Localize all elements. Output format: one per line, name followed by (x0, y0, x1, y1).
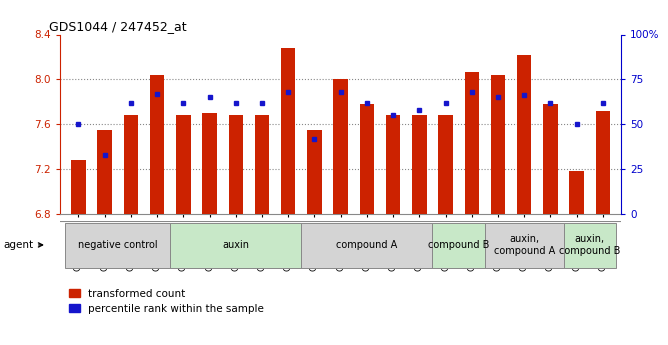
Bar (333, 79, 348, 214)
Bar (202, 113, 217, 214)
Bar (412, 115, 427, 214)
Bar (124, 115, 138, 214)
Legend: transformed count, percentile rank within the sample: transformed count, percentile rank withi… (65, 285, 269, 318)
Bar (71, 160, 86, 214)
Text: auxin: auxin (222, 240, 249, 250)
Bar (569, 171, 584, 214)
FancyBboxPatch shape (65, 223, 170, 268)
Bar (438, 115, 453, 214)
Bar (228, 115, 243, 214)
Text: auxin,
compound B: auxin, compound B (559, 234, 621, 256)
Bar (386, 115, 400, 214)
Text: compound A: compound A (336, 240, 397, 250)
Bar (281, 48, 295, 214)
FancyBboxPatch shape (432, 223, 485, 268)
Text: GDS1044 / 247452_at: GDS1044 / 247452_at (49, 20, 186, 33)
Text: auxin,
compound A: auxin, compound A (494, 234, 555, 256)
FancyBboxPatch shape (564, 223, 616, 268)
FancyBboxPatch shape (170, 223, 301, 268)
Bar (176, 115, 190, 214)
FancyBboxPatch shape (485, 223, 564, 268)
Text: agent: agent (3, 240, 43, 250)
Bar (307, 130, 322, 214)
Bar (491, 75, 505, 214)
FancyBboxPatch shape (301, 223, 432, 268)
Bar (150, 75, 164, 214)
Text: compound B: compound B (428, 240, 490, 250)
Text: negative control: negative control (78, 240, 158, 250)
Bar (255, 115, 269, 214)
Bar (517, 55, 532, 214)
Bar (359, 104, 374, 214)
Bar (464, 71, 479, 214)
Bar (596, 111, 610, 214)
Bar (98, 130, 112, 214)
Bar (543, 104, 558, 214)
